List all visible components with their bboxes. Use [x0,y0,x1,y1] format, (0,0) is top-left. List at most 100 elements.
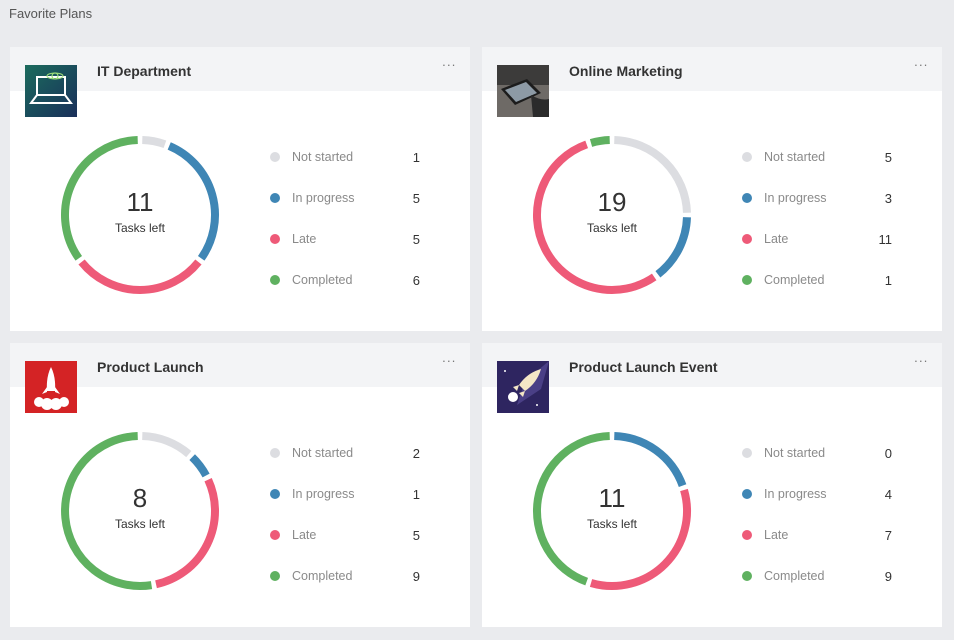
legend-label: Late [764,232,789,246]
donut-segment-not-started [614,136,691,213]
legend-value: 5 [412,528,420,543]
more-options-icon[interactable]: ··· [913,353,929,368]
legend-dot-late [270,234,280,244]
legend-value: 1 [412,150,420,165]
plan-title[interactable]: IT Department [97,63,192,79]
tasks-left-label: Tasks left [114,517,165,531]
legend-row-not-started: Not started 1 [270,148,430,166]
tablet-photo [497,65,549,117]
legend-label: Completed [764,273,825,287]
legend-dot-completed [270,571,280,581]
legend-label: Not started [764,150,826,164]
legend-row-in-progress: In progress 1 [270,485,430,503]
tasks-left-label: Tasks left [586,221,637,235]
legend-label: Not started [292,150,354,164]
legend-value: 1 [884,273,892,288]
more-options-icon[interactable]: ··· [441,353,457,368]
legend-value: 9 [412,569,420,584]
plan-card-header [10,343,470,387]
legend-row-late: Late 5 [270,526,430,544]
legend-label: Not started [292,446,354,460]
donut-segment-completed [61,432,153,590]
donut-segment-completed [589,136,610,147]
legend-dot-in-progress [270,489,280,499]
donut-segment-completed [532,432,610,586]
plan-card[interactable]: Product Launch ··· 8 Tasks left Not star… [10,343,470,627]
donut-chart [61,432,219,590]
plan-title[interactable]: Product Launch Event [569,359,718,375]
donut-segment-late [532,140,657,294]
legend-row-late: Late 5 [270,230,430,248]
tasks-left-count: 19 [597,187,627,217]
legend-label: Late [764,528,789,542]
legend-value: 1 [412,487,420,502]
plan-title[interactable]: Product Launch [97,359,204,375]
donut-chart [532,432,691,590]
legend-row-in-progress: In progress 4 [742,485,902,503]
donut-segment-not-started [142,136,167,149]
donut-segment-not-started [142,432,192,458]
donut-segment-in-progress [189,454,210,478]
legend-dot-in-progress [742,193,752,203]
legend-dot-completed [742,275,752,285]
more-options-icon[interactable]: ··· [913,57,929,72]
legend-value: 9 [884,569,892,584]
legend-label: Completed [764,569,825,583]
legend-label: Completed [292,273,353,287]
donut-segment-in-progress [167,142,219,261]
plan-card-header [482,343,942,387]
legend-label: In progress [764,487,827,501]
legend-dot-not-started [742,448,752,458]
legend-label: Completed [292,569,353,583]
donut-segment-completed [61,136,138,261]
section-title: Favorite Plans [9,6,93,21]
legend-dot-late [270,530,280,540]
legend-value: 5 [412,232,420,247]
legend-dot-not-started [270,152,280,162]
tasks-left-label: Tasks left [586,517,637,531]
tasks-left-label: Tasks left [114,221,165,235]
legend-label: Not started [764,446,826,460]
legend-value: 4 [884,487,892,502]
legend-value: 7 [884,528,892,543]
tasks-left-count: 11 [126,187,154,217]
legend-dot-late [742,234,752,244]
legend-label: Late [292,528,317,542]
laptop-network-icon [25,65,77,117]
legend-row-in-progress: In progress 3 [742,189,902,207]
donut-segment-in-progress [614,432,687,488]
legend-row-late: Late 7 [742,526,902,544]
legend-label: In progress [292,191,355,205]
more-options-icon[interactable]: ··· [441,57,457,72]
legend-dot-completed [270,275,280,285]
legend-dot-in-progress [742,489,752,499]
plan-title[interactable]: Online Marketing [569,63,683,79]
plan-card[interactable]: Online Marketing ··· 19 Tasks left Not s… [482,47,942,331]
donut-segment-in-progress [655,217,691,278]
legend-value: 2 [412,446,420,461]
legend-value: 5 [884,150,892,165]
legend-row-not-started: Not started 0 [742,444,902,462]
legend-value: 3 [884,191,892,206]
legend-value: 0 [884,446,892,461]
legend-label: In progress [764,191,827,205]
legend-dot-completed [742,571,752,581]
legend-row-completed: Completed 9 [270,567,430,585]
rocket-space-icon [497,361,549,413]
legend-row-completed: Completed 6 [270,271,430,289]
legend-row-completed: Completed 9 [742,567,902,585]
legend-value: 11 [878,232,893,247]
legend-row-in-progress: In progress 5 [270,189,430,207]
legend-dot-in-progress [270,193,280,203]
legend-row-not-started: Not started 2 [270,444,430,462]
donut-segment-late [589,488,691,590]
legend-row-late: Late 11 [742,230,902,248]
plan-card[interactable]: IT Department ··· 11 Tasks left Not star… [10,47,470,331]
legend-dot-late [742,530,752,540]
legend-value: 5 [412,191,420,206]
donut-segment-late [155,477,219,589]
plan-card[interactable]: Product Launch Event ··· 11 Tasks left N… [482,343,942,627]
legend-dot-not-started [270,448,280,458]
rocket-icon [25,361,77,413]
donut-chart [61,136,219,294]
